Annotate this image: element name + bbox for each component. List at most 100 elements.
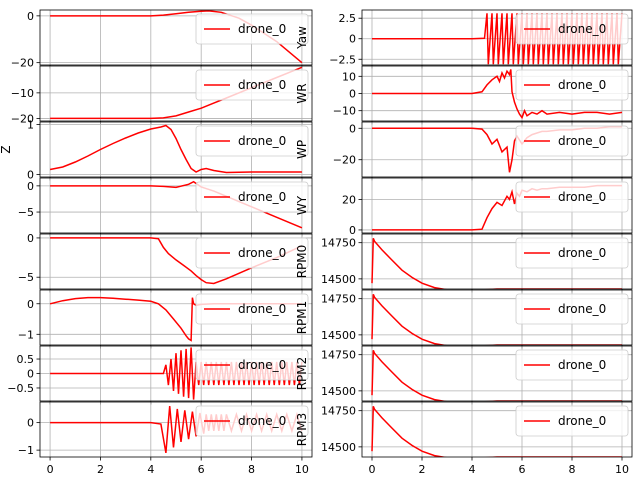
x-tick-label-4: 8 [248,463,255,476]
y-tick-label-0: 0 [27,417,34,430]
legend-label: drone_0 [238,302,286,316]
series-line-0 [371,406,622,457]
axes-frame [39,233,313,290]
x-tick-label-5: 10 [615,463,629,476]
y-tick-label-1: −20 [11,112,34,125]
legend-label: drone_0 [558,302,606,316]
subplot-9: 10 0 −10 WR drone_0 [295,65,633,125]
y-axis-label: RPM0 [295,245,309,279]
axes-frame [361,9,633,66]
x-tick-label-2: 4 [147,463,154,476]
legend-label: drone_0 [558,78,606,92]
legend-box [195,349,309,381]
subplot-8: 2.5 0 −2.5 Yaw drone_0 [295,9,633,69]
y-tick-label-1: −1 [18,444,34,457]
series-line-0 [49,124,302,174]
subplot-5: 0 −1 drone_0 [18,289,313,349]
legend-box [515,349,629,381]
legend-box [515,237,629,269]
y-axis-label: WY [295,195,309,215]
y-axis-label: WP [295,140,309,159]
legend-label: drone_0 [238,190,286,204]
y-tick-label-1: 0 [349,33,356,46]
y-axis-label: Yaw [295,26,309,50]
series-line-0 [50,237,303,285]
y-axis-label: WR [295,83,309,103]
y-tick-label-1: 14500 [321,273,356,286]
axes-frame [361,289,633,346]
y-tick-label-1: 0 [27,169,34,182]
legend-label: drone_0 [238,414,286,428]
y-tick-label-1: 0 [349,88,356,101]
legend-label: drone_0 [558,22,606,36]
subplot-3: 0 −5 drone_0 [18,177,313,237]
subplot-7: 0 −1 0 2 4 6 8 10 drone_0 [18,401,313,476]
y-tick-label-1: 0 [27,368,34,381]
axes-frame [39,289,313,346]
y-tick-label-2: −10 [333,105,356,118]
legend: drone_0 [515,181,629,213]
legend: drone_0 [515,13,629,45]
y-tick-label-0: 1 [27,119,34,132]
axes-frame [361,345,633,402]
y-tick-label-1: −1 [18,328,34,341]
x-tick-label-0: 0 [47,463,54,476]
y-axis-label: Z [0,145,13,153]
subplot-15: 14750 14500 0 2 4 6 8 10 RPM3 drone_0 [295,401,633,476]
legend-box [515,405,629,437]
y-axis-label: RPM3 [295,413,309,447]
legend-box [515,181,629,213]
x-tick-label-1: 2 [419,463,426,476]
legend-label: drone_0 [238,22,286,36]
legend-box [195,69,309,101]
legend-label: drone_0 [558,358,606,372]
y-axis-label: RPM1 [295,301,309,335]
x-tick-label-3: 6 [198,463,205,476]
y-tick-label-2: −0.5 [7,382,34,395]
y-tick-label-1: −20 [333,154,356,167]
x-tick-label-2: 4 [469,463,476,476]
legend-label: drone_0 [558,190,606,204]
subplot-1: −10 −20 drone_0 [11,65,313,125]
x-tick-label-4: 8 [569,463,576,476]
y-axis-label: RPM2 [295,357,309,391]
y-tick-label-0: 14750 [321,405,356,418]
series-line-0 [371,238,622,289]
legend-box [515,125,629,157]
legend: drone_0 [195,69,309,101]
y-tick-label-2: −2.5 [329,53,356,66]
legend: drone_0 [195,125,309,157]
legend-box [515,13,629,45]
subplot-12: 14750 14500 RPM0 drone_0 [295,233,633,293]
legend-box [195,237,309,269]
x-tick-label-3: 6 [519,463,526,476]
legend-box [195,13,309,45]
legend: drone_0 [515,405,629,437]
legend: drone_0 [195,349,309,381]
legend: drone_0 [515,125,629,157]
y-tick-label-0: 14750 [321,237,356,250]
legend: drone_0 [195,293,309,325]
legend-box [195,181,309,213]
y-tick-label-1: −5 [18,271,34,284]
y-tick-label-0: 0 [27,10,34,23]
subplot-13: 14750 14500 RPM1 drone_0 [295,289,633,349]
series-line-0 [371,294,622,345]
axes-frame [39,9,313,66]
y-tick-label-1: 14500 [321,329,356,342]
legend: drone_0 [195,13,309,45]
legend-box [515,69,629,101]
legend: drone_0 [195,237,309,269]
legend: drone_0 [515,293,629,325]
series-line-0 [371,350,622,401]
legend-box [195,125,309,157]
legend: drone_0 [515,237,629,269]
y-tick-label-0: 20 [342,193,356,206]
y-tick-label-0: 14750 [321,293,356,306]
y-tick-label-1: −20 [11,57,34,70]
y-tick-label-0: 2.5 [339,12,357,25]
series-line-0 [372,69,623,120]
legend-box [195,293,309,325]
